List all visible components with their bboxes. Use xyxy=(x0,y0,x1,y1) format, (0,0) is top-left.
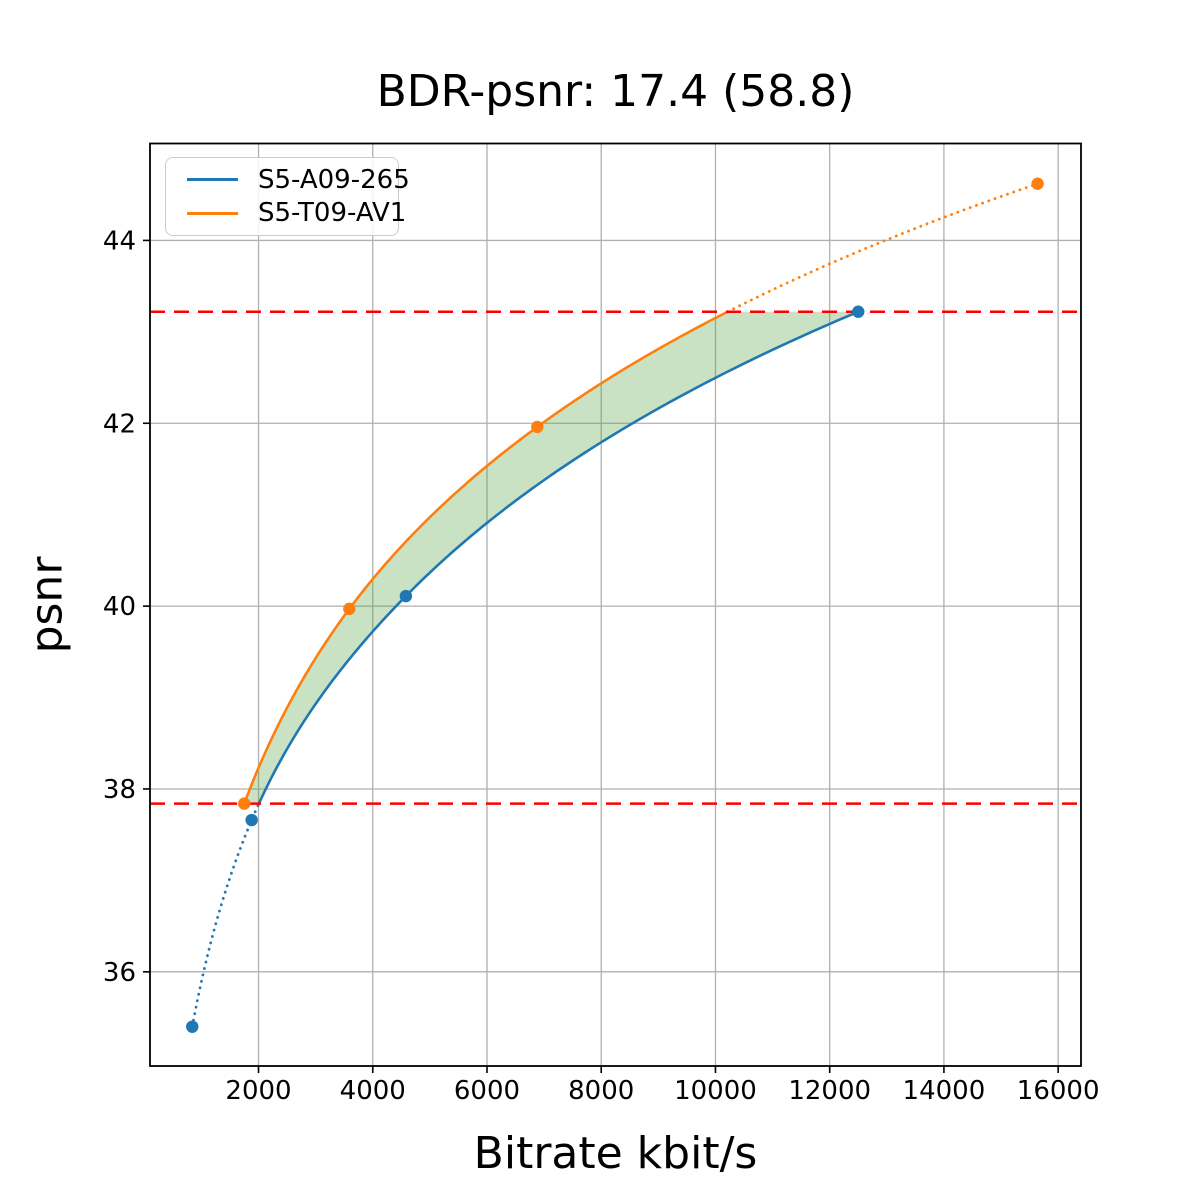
data-point-marker xyxy=(1031,177,1044,190)
y-tick-label: 40 xyxy=(103,592,136,622)
legend-line-sample xyxy=(187,211,238,215)
legend-item: S5-T09-AV1 xyxy=(166,197,406,229)
x-tick-label: 10000 xyxy=(674,1076,757,1106)
legend: S5-A09-265 S5-T09-AV1 xyxy=(165,157,410,236)
series-2-curve xyxy=(243,310,729,805)
data-point-marker xyxy=(399,589,413,603)
y-tick-label: 38 xyxy=(103,775,136,805)
x-tick-label: 14000 xyxy=(903,1076,986,1106)
x-tick-label: 8000 xyxy=(568,1076,634,1106)
x-tick-label: 16000 xyxy=(1017,1076,1100,1106)
data-point-marker xyxy=(186,1020,199,1033)
y-tick-label: 42 xyxy=(103,409,136,439)
x-tick-label: 4000 xyxy=(340,1076,406,1106)
x-tick-label: 12000 xyxy=(788,1076,871,1106)
plot-border xyxy=(149,142,1082,1067)
series-2-markers xyxy=(238,177,1044,810)
chart-title: BDR-psnr: 17.4 (58.8) xyxy=(376,66,855,117)
x-axis-label: Bitrate kbit/s xyxy=(473,1128,758,1179)
x-tick-label: 6000 xyxy=(454,1076,520,1106)
tick-marks xyxy=(143,239,1059,1073)
series-2-dotted-segment xyxy=(726,182,1039,314)
y-tick-label: 44 xyxy=(103,226,136,256)
legend-line-sample xyxy=(187,178,238,182)
data-point-marker xyxy=(245,813,258,827)
legend-item: S5-A09-265 xyxy=(166,164,410,196)
bd-shaded-region xyxy=(244,311,859,804)
tick-labels: 2000 4000 6000 8000 10000 12000 14000 16000 36 38… xyxy=(103,226,1100,1106)
series-1-markers xyxy=(186,305,865,1033)
data-point-marker xyxy=(343,602,356,616)
legend-item-label: S5-T09-AV1 xyxy=(258,198,407,229)
data-point-marker xyxy=(531,420,544,434)
y-tick-label: 36 xyxy=(103,958,136,988)
gridlines xyxy=(150,143,1081,1066)
legend-item-label: S5-A09-265 xyxy=(258,164,410,195)
series-1-dotted-segment xyxy=(190,802,261,1029)
data-point-marker xyxy=(852,305,865,318)
series-1-curve xyxy=(257,310,859,805)
data-point-marker xyxy=(238,797,251,810)
y-axis-label: psnr xyxy=(21,556,73,654)
x-tick-label: 2000 xyxy=(225,1076,291,1106)
